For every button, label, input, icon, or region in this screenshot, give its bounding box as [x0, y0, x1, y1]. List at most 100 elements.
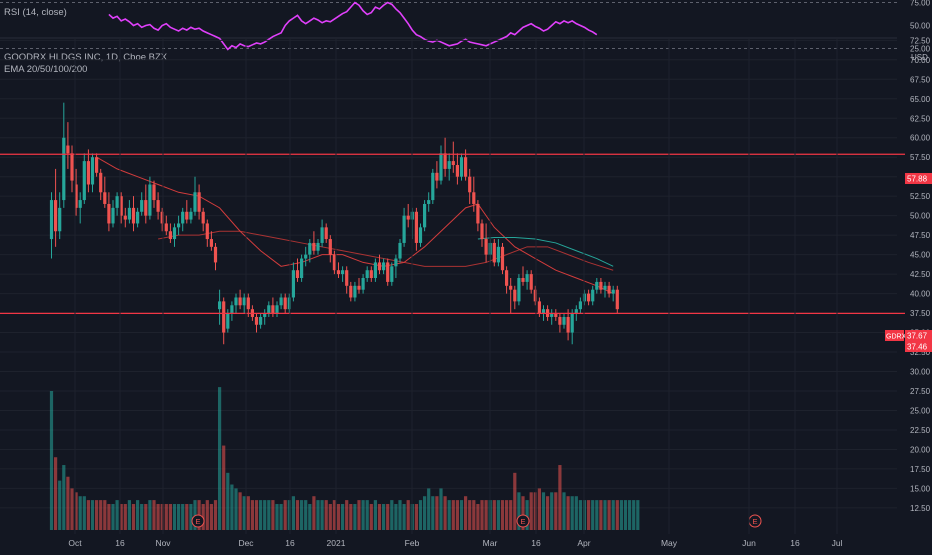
price-tick-label: 60.00 — [910, 134, 931, 143]
candle-body — [357, 285, 361, 290]
candle-body — [49, 200, 54, 240]
volume-bar — [562, 492, 566, 530]
candle-body — [328, 239, 332, 255]
earnings-marker[interactable] — [191, 514, 205, 528]
candle — [107, 192, 111, 232]
volume-bar — [418, 500, 423, 530]
candle — [209, 231, 213, 251]
candle — [144, 184, 148, 224]
rsi-tick-label: 50.00 — [910, 22, 931, 31]
candle-body — [107, 203, 111, 224]
rsi-tick-label: 75.00 — [910, 0, 931, 8]
price-tick-label: 22.50 — [910, 426, 931, 435]
candle-body — [226, 313, 230, 329]
candle-body — [455, 165, 459, 177]
candle-body — [406, 215, 410, 220]
candle — [500, 242, 505, 275]
last-price-tag — [905, 330, 932, 341]
time-tick-label: May — [661, 538, 678, 548]
volume-bar — [205, 500, 209, 530]
resistance-price-tag — [905, 173, 932, 184]
price-tick-label: 27.50 — [910, 387, 931, 396]
price-tick-label: 15.00 — [910, 484, 931, 493]
candle-body — [558, 316, 562, 325]
volume-bar — [242, 496, 246, 530]
candle-body — [238, 297, 242, 306]
candle-body — [611, 289, 615, 294]
candle — [492, 239, 496, 267]
horizontal-levels[interactable] — [0, 153, 905, 314]
candle — [156, 192, 160, 220]
volume-bar — [373, 500, 377, 530]
price-tick-label: 67.50 — [910, 75, 931, 84]
candle-body — [492, 242, 496, 263]
volume-bar — [361, 500, 365, 530]
volume-bar — [209, 504, 213, 530]
volume-bar — [406, 500, 410, 530]
candle-body — [123, 215, 127, 220]
time-tick-label: Nov — [155, 538, 171, 548]
candle — [431, 168, 435, 204]
volume-bar — [177, 504, 181, 530]
volume-bar — [70, 488, 74, 530]
candle — [62, 102, 66, 208]
candle — [529, 270, 533, 294]
volume-bar — [246, 496, 250, 530]
chart-legend-title: GOODRX HLDGS INC, 1D, Cboe BZX — [4, 52, 168, 63]
candle — [131, 196, 136, 232]
candle — [54, 168, 58, 247]
candle — [300, 254, 304, 282]
rsi-series-line — [108, 1, 598, 51]
candle-body — [509, 285, 513, 290]
candle-body — [177, 223, 181, 228]
candle-body — [58, 207, 62, 232]
volume-bar — [476, 504, 480, 530]
price-tick-label: 72.50 — [910, 36, 931, 45]
candle — [558, 313, 562, 333]
volume-bar — [599, 500, 603, 530]
candle-body — [566, 316, 570, 333]
volume-bars — [49, 387, 640, 530]
volume-bar — [103, 500, 107, 530]
volume-bar — [541, 492, 546, 530]
price-tick-label: 70.00 — [910, 56, 931, 65]
candle — [611, 285, 615, 302]
candle-body — [484, 239, 488, 255]
candle-body — [254, 316, 259, 325]
candle — [213, 242, 218, 271]
candle-body — [349, 285, 353, 298]
volume-bar — [632, 500, 636, 530]
chart-legend-ema: EMA 20/50/100/200 — [4, 64, 87, 75]
candle-body — [587, 293, 591, 302]
candle — [525, 270, 529, 290]
time-tick-label: Jul — [832, 538, 843, 548]
time-tick-label: 2021 — [327, 538, 346, 548]
candle-body — [505, 270, 509, 286]
volume-bar — [578, 500, 582, 530]
earnings-marker[interactable] — [516, 514, 530, 528]
candle-body — [54, 200, 58, 232]
price-tick-label: 52.50 — [910, 192, 931, 201]
volume-bar — [533, 492, 537, 530]
candle-body — [369, 270, 373, 279]
candle — [414, 207, 418, 251]
time-axis[interactable]: Oct 16 Nov Dec 16 2021 Feb Mar 16 Apr May Jun 16 Jul — [68, 38, 843, 548]
candle — [312, 231, 316, 255]
candle-body — [152, 184, 156, 201]
candle-body — [271, 305, 275, 314]
candle — [570, 309, 574, 345]
volume-bar — [66, 476, 70, 530]
volume-bar — [119, 504, 123, 530]
volume-bar — [546, 496, 550, 530]
candle-body — [615, 289, 619, 310]
candle-body — [287, 297, 291, 310]
candle — [78, 192, 82, 224]
volume-bar — [537, 488, 541, 530]
price-tick-label: 65.00 — [910, 95, 931, 104]
volume-bar — [111, 504, 115, 530]
price-axis-currency: USD — [911, 53, 928, 62]
